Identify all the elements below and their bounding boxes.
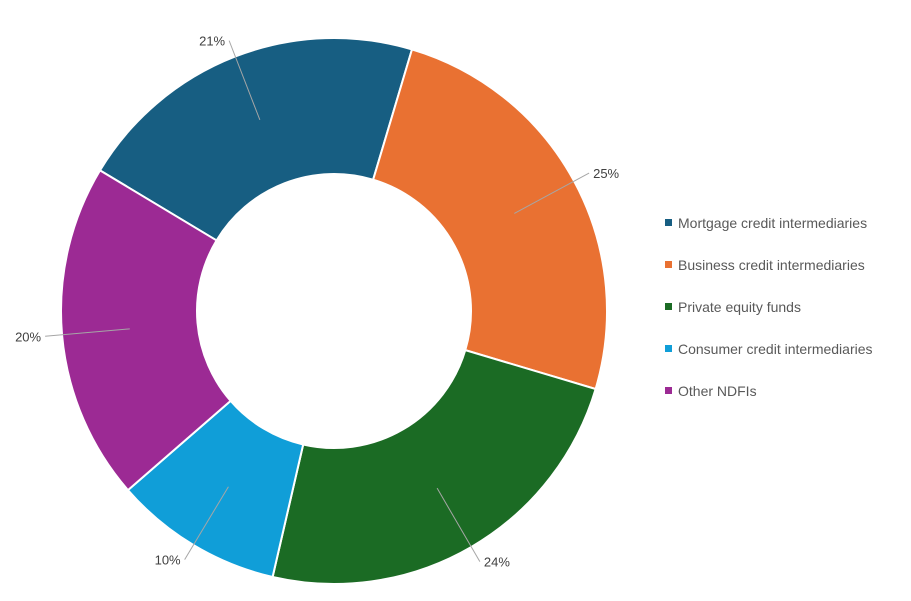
legend-label: Business credit intermediaries xyxy=(678,256,865,273)
legend-label: Mortgage credit intermediaries xyxy=(678,214,868,231)
data-label: 10% xyxy=(155,553,181,568)
leader-line xyxy=(436,487,481,562)
donut-slice xyxy=(98,37,414,242)
leader-line xyxy=(45,328,130,337)
data-label: 24% xyxy=(484,555,510,570)
legend-swatch xyxy=(665,345,672,352)
legend: Mortgage credit intermediaries Business … xyxy=(665,188,873,425)
legend-item: Other NDFIs xyxy=(665,356,873,425)
data-label: 25% xyxy=(593,166,619,181)
leader-line xyxy=(514,172,590,214)
legend-item: Private equity funds xyxy=(665,272,873,341)
donut-slice xyxy=(371,48,608,391)
legend-swatch xyxy=(665,261,672,268)
leader-line xyxy=(228,40,261,121)
donut-slice xyxy=(271,348,597,585)
data-label: 20% xyxy=(15,329,41,344)
legend-label: Private equity funds xyxy=(678,298,801,315)
legend-label: Other NDFIs xyxy=(678,382,757,399)
legend-item: Business credit intermediaries xyxy=(665,230,873,299)
leader-line xyxy=(184,486,229,560)
donut-slice xyxy=(60,169,233,492)
legend-label: Consumer credit intermediaries xyxy=(678,340,873,357)
legend-swatch xyxy=(665,387,672,394)
legend-swatch xyxy=(665,219,672,226)
data-label: 21% xyxy=(199,34,225,49)
legend-item: Mortgage credit intermediaries xyxy=(665,188,873,257)
legend-swatch xyxy=(665,303,672,310)
legend-item: Consumer credit intermediaries xyxy=(665,314,873,383)
